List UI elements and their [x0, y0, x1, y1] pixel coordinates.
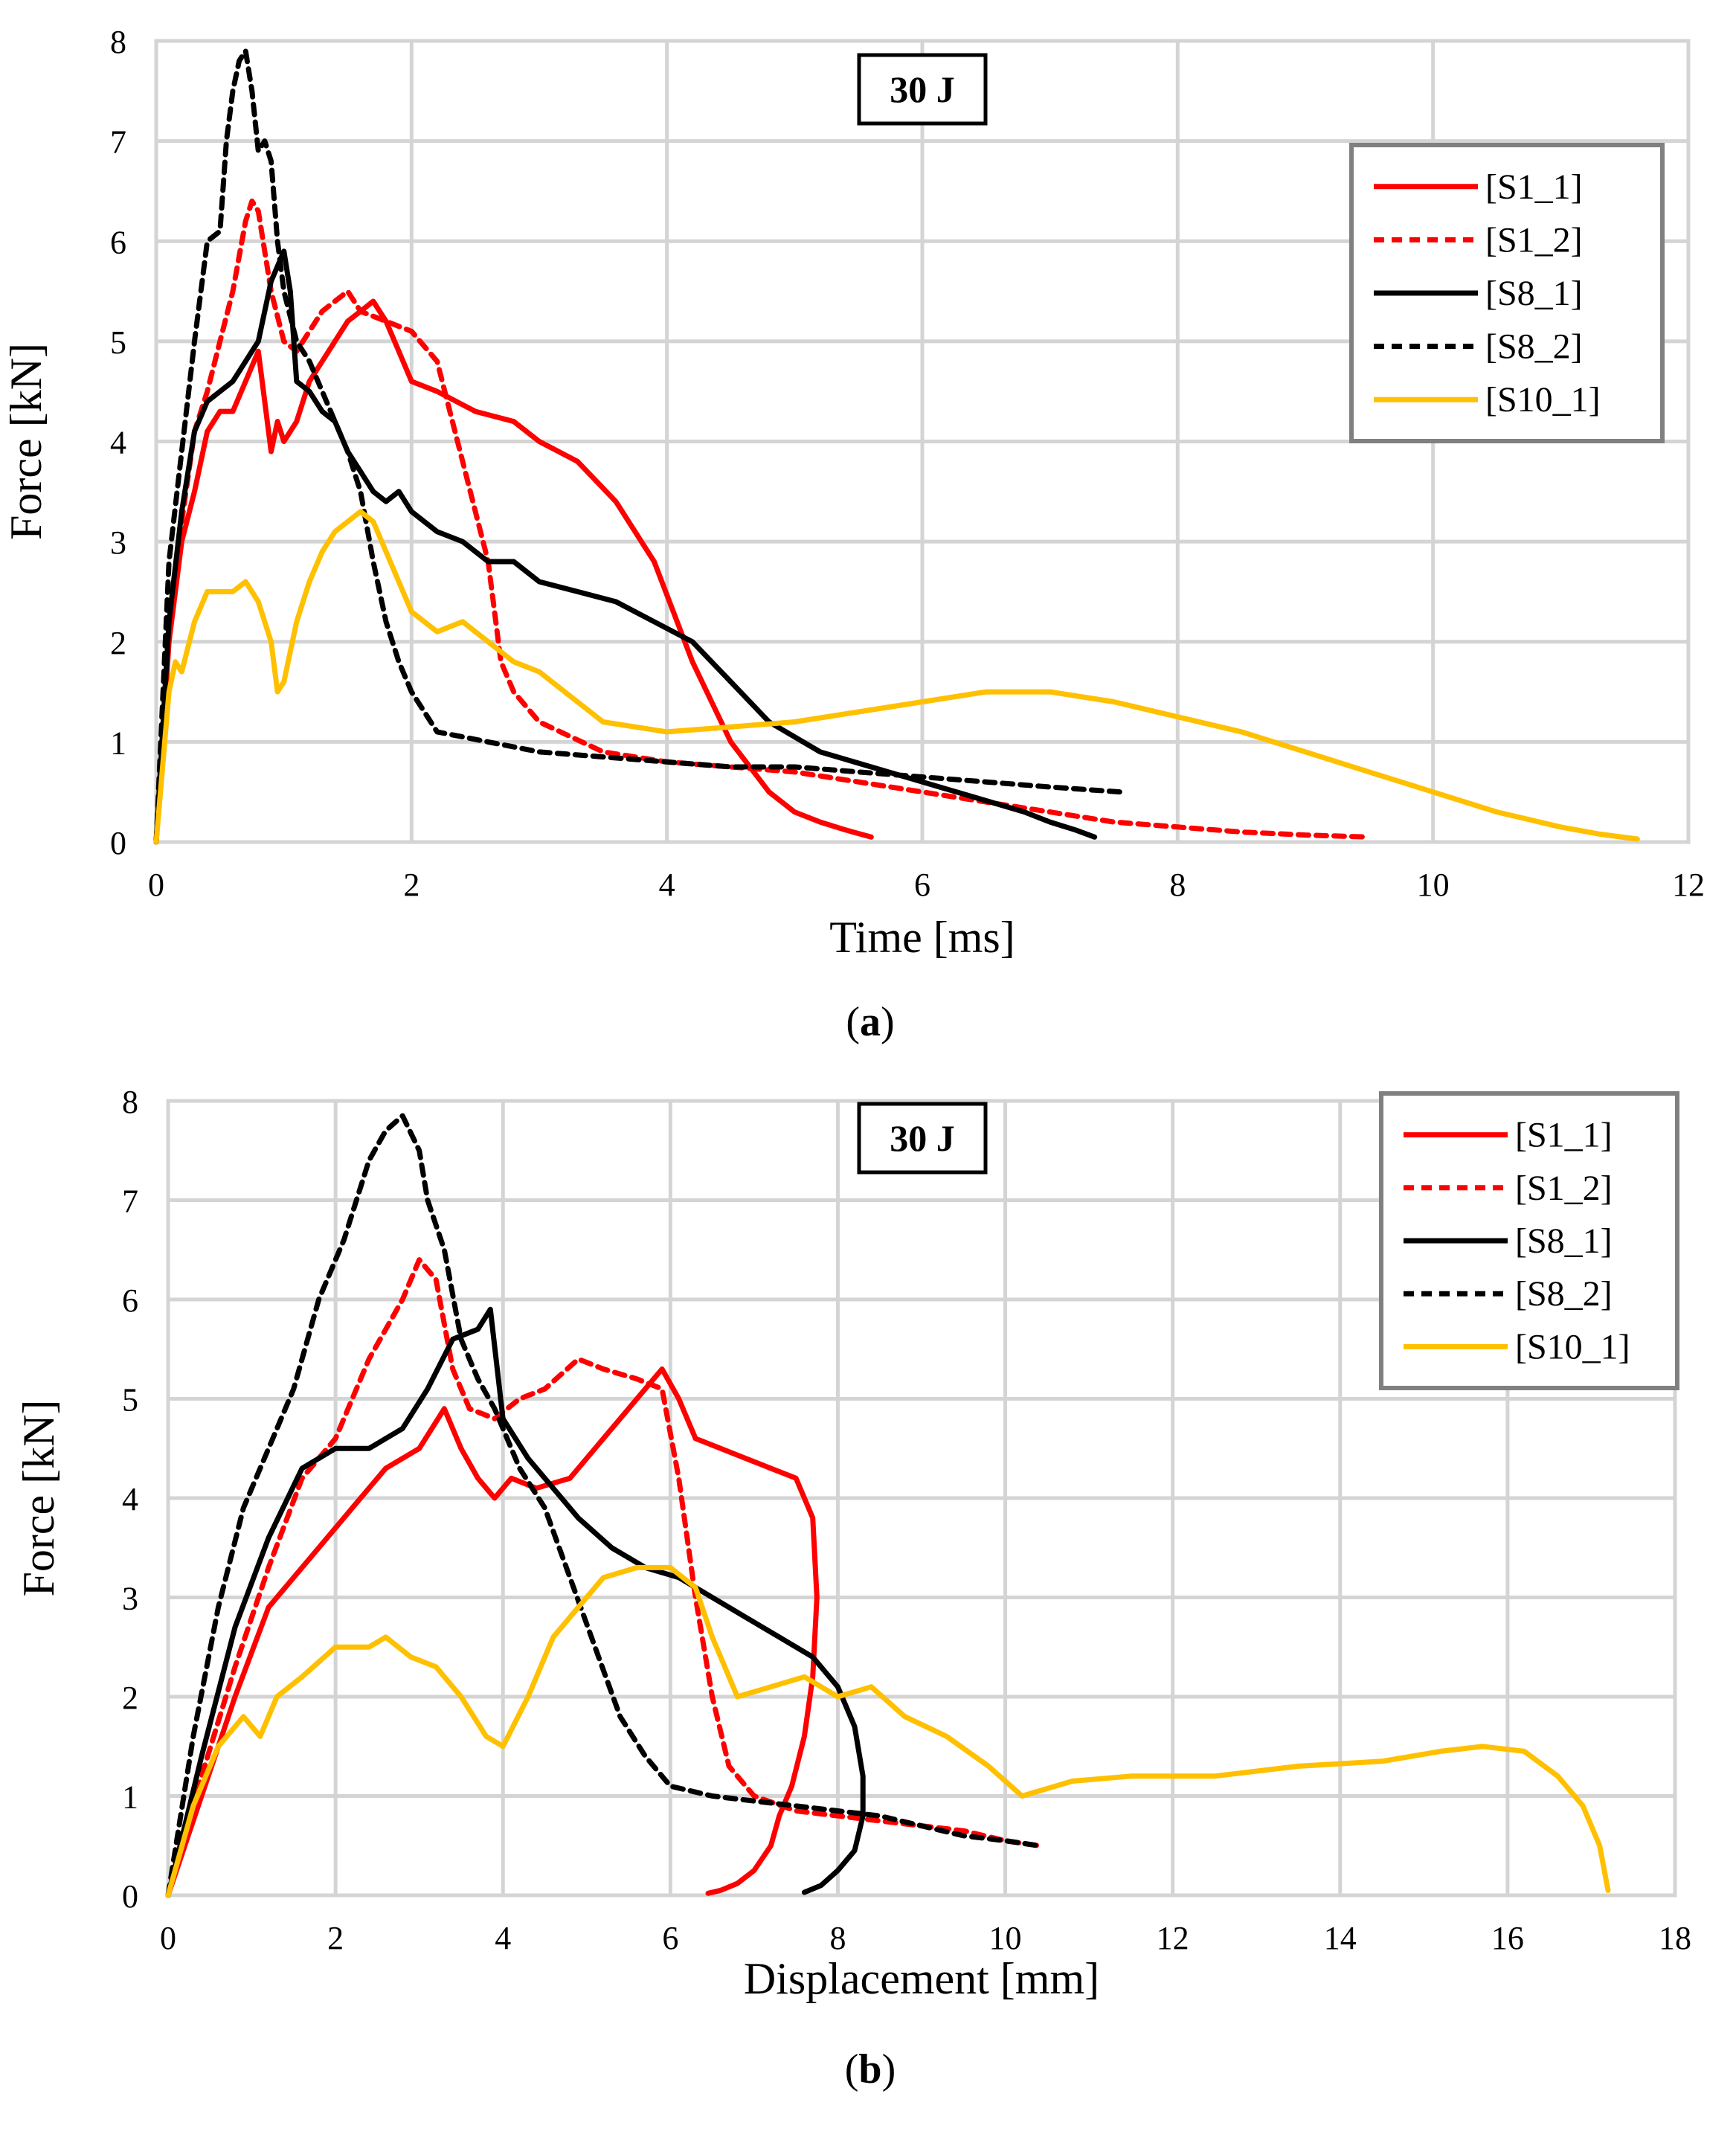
series-line-s1_1	[153, 298, 874, 845]
x-tick-label: 6	[914, 867, 930, 903]
y-axis-label: Force [kN]	[1, 343, 51, 540]
x-tick-label: 0	[148, 867, 164, 903]
x-tick-label: 10	[1417, 867, 1450, 903]
legend-label: [S1_1]	[1485, 167, 1583, 207]
chart-title: 30 J	[890, 1117, 955, 1159]
y-tick-label: 0	[110, 825, 126, 861]
series-line-s10_1	[153, 509, 1640, 845]
legend-label: [S8_1]	[1485, 274, 1583, 313]
y-tick-label: 3	[122, 1581, 138, 1617]
series-line-s1_1	[165, 1366, 820, 1898]
x-tick-label: 4	[495, 1920, 511, 1956]
x-tick-label: 4	[659, 867, 675, 903]
y-tick-label: 2	[110, 625, 126, 661]
x-tick-label: 2	[327, 1920, 344, 1956]
y-tick-label: 5	[110, 324, 126, 361]
x-tick-label: 18	[1659, 1920, 1691, 1956]
legend-label: [S8_1]	[1515, 1221, 1613, 1261]
y-tick-label: 2	[122, 1680, 138, 1716]
y-tick-label: 4	[110, 425, 126, 461]
legend-label: [S8_2]	[1485, 327, 1583, 367]
series-line-s8_2	[165, 1113, 1042, 1898]
x-tick-label: 14	[1324, 1920, 1357, 1956]
x-axis-label: Time [ms]	[829, 913, 1015, 962]
series-line-s1_2	[153, 198, 1372, 845]
figure-caption: (b)	[845, 2046, 896, 2092]
y-tick-label: 8	[122, 1084, 138, 1120]
x-tick-label: 12	[1157, 1920, 1189, 1956]
y-tick-label: 1	[110, 725, 126, 761]
y-tick-label: 5	[122, 1382, 138, 1419]
y-tick-label: 4	[122, 1481, 138, 1517]
x-tick-label: 12	[1672, 867, 1705, 903]
x-axis-label: Displacement [mm]	[744, 1954, 1099, 2003]
x-tick-label: 10	[989, 1920, 1022, 1956]
y-tick-label: 3	[110, 524, 126, 561]
series-line-s8_2	[153, 48, 1123, 845]
plot-frame	[166, 1099, 1677, 1898]
y-tick-label: 0	[122, 1878, 138, 1915]
y-tick-label: 1	[122, 1779, 138, 1816]
series-line-s8_1	[153, 248, 1098, 845]
x-tick-label: 2	[403, 867, 419, 903]
x-tick-label: 0	[160, 1920, 176, 1956]
figure-caption: (a)	[846, 999, 894, 1045]
series-line-s10_1	[165, 1564, 1611, 1898]
legend-label: [S10_1]	[1515, 1327, 1630, 1366]
y-tick-label: 6	[122, 1282, 138, 1319]
y-axis-label: Force [kN]	[14, 1400, 63, 1597]
y-tick-label: 8	[110, 24, 126, 60]
title-box	[857, 1102, 988, 1175]
legend-label: [S8_2]	[1515, 1274, 1613, 1314]
legend-label: [S1_2]	[1485, 220, 1583, 260]
legend-label: [S1_2]	[1515, 1169, 1613, 1208]
series-line-s8_1	[165, 1306, 866, 1898]
title-box	[857, 53, 988, 126]
plot-frame	[154, 39, 1691, 844]
y-tick-label: 7	[110, 124, 126, 161]
y-tick-label: 6	[110, 224, 126, 260]
x-tick-label: 16	[1491, 1920, 1524, 1956]
x-tick-label: 6	[662, 1920, 678, 1956]
x-tick-label: 8	[829, 1920, 846, 1956]
y-tick-label: 7	[122, 1183, 138, 1220]
legend-label: [S1_1]	[1515, 1116, 1613, 1155]
chart-title: 30 J	[890, 68, 955, 110]
x-tick-label: 8	[1169, 867, 1186, 903]
legend-label: [S10_1]	[1485, 380, 1601, 420]
series-line-s1_2	[165, 1257, 1042, 1898]
